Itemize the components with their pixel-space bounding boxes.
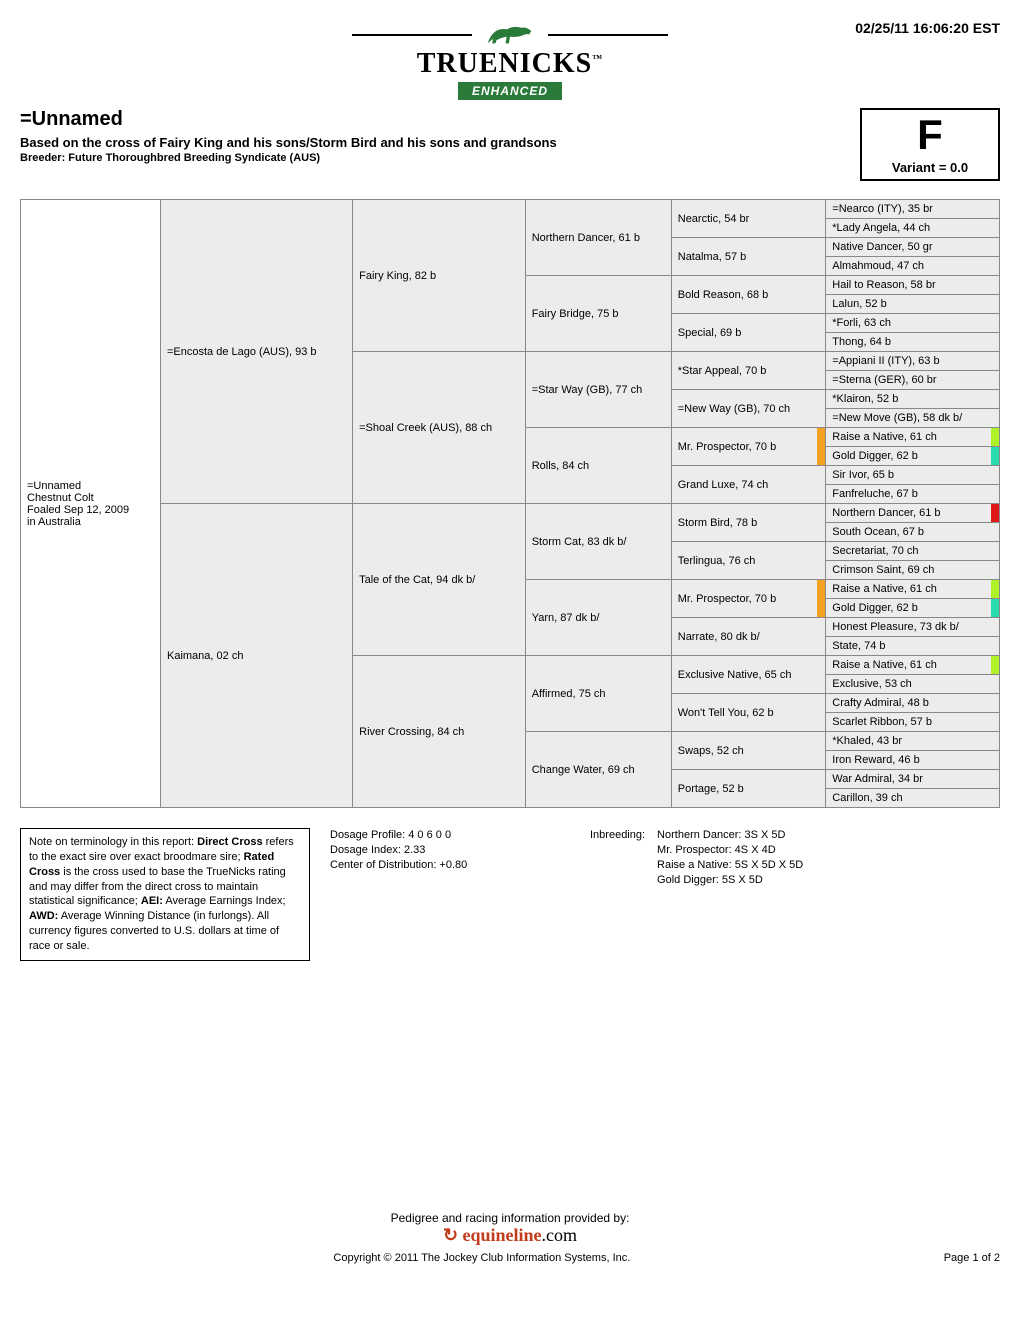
gen4-cell: Fairy Bridge, 75 b xyxy=(525,276,671,352)
horse-icon xyxy=(482,20,538,50)
gen5-cell: *Star Appeal, 70 b xyxy=(671,352,826,390)
gen6-cell: Crafty Admiral, 48 b xyxy=(826,694,1000,713)
footer-provided: Pedigree and racing information provided… xyxy=(20,1211,1000,1225)
inbreeding-line: Northern Dancer: 3S X 5D xyxy=(657,828,803,843)
inbreeding-block: Inbreeding: Northern Dancer: 3S X 5DMr. … xyxy=(590,828,803,887)
breeder: Breeder: Future Thoroughbred Breeding Sy… xyxy=(20,152,557,164)
gen6-cell: Iron Reward, 46 b xyxy=(826,751,1000,770)
dosage-profile: Dosage Profile: 4 0 6 0 0 xyxy=(330,828,570,843)
gen2-cell: =Encosta de Lago (AUS), 93 b xyxy=(161,200,353,504)
center-dist: Center of Distribution: +0.80 xyxy=(330,858,570,873)
gen6-cell: Exclusive, 53 ch xyxy=(826,675,1000,694)
gen5-cell: Natalma, 57 b xyxy=(671,238,826,276)
pedigree-table: =UnnamedChestnut ColtFoaled Sep 12, 2009… xyxy=(20,199,1000,808)
gen4-cell: =Star Way (GB), 77 ch xyxy=(525,352,671,428)
gen6-cell: Thong, 64 b xyxy=(826,333,1000,352)
gen4-cell: Change Water, 69 ch xyxy=(525,732,671,808)
footer-brand: ↻ equineline.com xyxy=(20,1225,1000,1246)
gen6-cell: Raise a Native, 61 ch xyxy=(826,428,1000,447)
gen6-cell: *Lady Angela, 44 ch xyxy=(826,219,1000,238)
gen5-cell: =New Way (GB), 70 ch xyxy=(671,390,826,428)
inbreeding-line: Raise a Native: 5S X 5D X 5D xyxy=(657,858,803,873)
inbreeding-line: Mr. Prospector: 4S X 4D xyxy=(657,843,803,858)
gen5-cell: Storm Bird, 78 b xyxy=(671,504,826,542)
gen5-cell: Special, 69 b xyxy=(671,314,826,352)
gen4-cell: Affirmed, 75 ch xyxy=(525,656,671,732)
gen6-cell: Secretariat, 70 ch xyxy=(826,542,1000,561)
gen6-cell: Carillon, 39 ch xyxy=(826,789,1000,808)
dosage-block: Dosage Profile: 4 0 6 0 0 Dosage Index: … xyxy=(330,828,570,873)
footer: Pedigree and racing information provided… xyxy=(20,1211,1000,1264)
notes-row: Note on terminology in this report: Dire… xyxy=(20,828,1000,961)
gen6-cell: Almahmoud, 47 ch xyxy=(826,257,1000,276)
gen6-cell: =New Move (GB), 58 dk b/ xyxy=(826,409,1000,428)
gen5-cell: Grand Luxe, 74 ch xyxy=(671,466,826,504)
gen6-cell: Hail to Reason, 58 br xyxy=(826,276,1000,295)
gen3-cell: Tale of the Cat, 94 dk b/ xyxy=(353,504,526,656)
subtitle: Based on the cross of Fairy King and his… xyxy=(20,135,557,150)
title-row: =Unnamed Based on the cross of Fairy Kin… xyxy=(20,108,1000,181)
gen5-cell: Mr. Prospector, 70 b xyxy=(671,428,826,466)
gen6-cell: Gold Digger, 62 b xyxy=(826,599,1000,618)
terminology-note: Note on terminology in this report: Dire… xyxy=(20,828,310,961)
gen3-cell: River Crossing, 84 ch xyxy=(353,656,526,808)
gen5-cell: Mr. Prospector, 70 b xyxy=(671,580,826,618)
grade-variant: Variant = 0.0 xyxy=(882,160,978,175)
gen5-cell: Exclusive Native, 65 ch xyxy=(671,656,826,694)
dosage-index: Dosage Index: 2.33 xyxy=(330,843,570,858)
gen6-cell: Gold Digger, 62 b xyxy=(826,447,1000,466)
gen6-cell: *Klairon, 52 b xyxy=(826,390,1000,409)
header: TRUENICKS™ ENHANCED 02/25/11 16:06:20 ES… xyxy=(20,20,1000,100)
gen6-cell: Crimson Saint, 69 ch xyxy=(826,561,1000,580)
gen6-cell: =Sterna (GER), 60 br xyxy=(826,371,1000,390)
gen6-cell: Native Dancer, 50 gr xyxy=(826,238,1000,257)
grade-letter: F xyxy=(882,114,978,156)
inbreeding-label: Inbreeding: xyxy=(590,828,645,887)
gen3-cell: Fairy King, 82 b xyxy=(353,200,526,352)
gen6-cell: =Nearco (ITY), 35 br xyxy=(826,200,1000,219)
gen6-cell: Raise a Native, 61 ch xyxy=(826,580,1000,599)
gen6-cell: Sir Ivor, 65 b xyxy=(826,466,1000,485)
gen6-cell: Honest Pleasure, 73 dk b/ xyxy=(826,618,1000,637)
gen5-cell: Nearctic, 54 br xyxy=(671,200,826,238)
gen6-cell: Raise a Native, 61 ch xyxy=(826,656,1000,675)
logo: TRUENICKS™ ENHANCED xyxy=(260,20,760,100)
gen2-cell: Kaimana, 02 ch xyxy=(161,504,353,808)
gen6-cell: State, 74 b xyxy=(826,637,1000,656)
gen5-cell: Terlingua, 76 ch xyxy=(671,542,826,580)
gen6-cell: =Appiani II (ITY), 63 b xyxy=(826,352,1000,371)
copyright: Copyright © 2011 The Jockey Club Informa… xyxy=(333,1252,630,1264)
gen5-cell: Bold Reason, 68 b xyxy=(671,276,826,314)
gen5-cell: Won't Tell You, 62 b xyxy=(671,694,826,732)
timestamp: 02/25/11 16:06:20 EST xyxy=(760,20,1000,36)
gen4-cell: Yarn, 87 dk b/ xyxy=(525,580,671,656)
inbreeding-lines: Northern Dancer: 3S X 5DMr. Prospector: … xyxy=(657,828,803,887)
subject-cell: =UnnamedChestnut ColtFoaled Sep 12, 2009… xyxy=(21,200,161,808)
gen5-cell: Swaps, 52 ch xyxy=(671,732,826,770)
logo-enhanced: ENHANCED xyxy=(458,82,562,100)
horse-name: =Unnamed xyxy=(20,108,557,131)
gen4-cell: Rolls, 84 ch xyxy=(525,428,671,504)
gen6-cell: Scarlet Ribbon, 57 b xyxy=(826,713,1000,732)
gen6-cell: *Khaled, 43 br xyxy=(826,732,1000,751)
gen3-cell: =Shoal Creek (AUS), 88 ch xyxy=(353,352,526,504)
page-number: Page 1 of 2 xyxy=(944,1252,1000,1264)
gen4-cell: Northern Dancer, 61 b xyxy=(525,200,671,276)
gen6-cell: *Forli, 63 ch xyxy=(826,314,1000,333)
gen5-cell: Portage, 52 b xyxy=(671,770,826,808)
logo-text: TRUENICKS™ xyxy=(260,48,760,80)
grade-box: F Variant = 0.0 xyxy=(860,108,1000,181)
gen6-cell: South Ocean, 67 b xyxy=(826,523,1000,542)
inbreeding-line: Gold Digger: 5S X 5D xyxy=(657,873,803,888)
gen6-cell: Lalun, 52 b xyxy=(826,295,1000,314)
gen5-cell: Narrate, 80 dk b/ xyxy=(671,618,826,656)
gen6-cell: War Admiral, 34 br xyxy=(826,770,1000,789)
gen6-cell: Northern Dancer, 61 b xyxy=(826,504,1000,523)
gen4-cell: Storm Cat, 83 dk b/ xyxy=(525,504,671,580)
gen6-cell: Fanfreluche, 67 b xyxy=(826,485,1000,504)
